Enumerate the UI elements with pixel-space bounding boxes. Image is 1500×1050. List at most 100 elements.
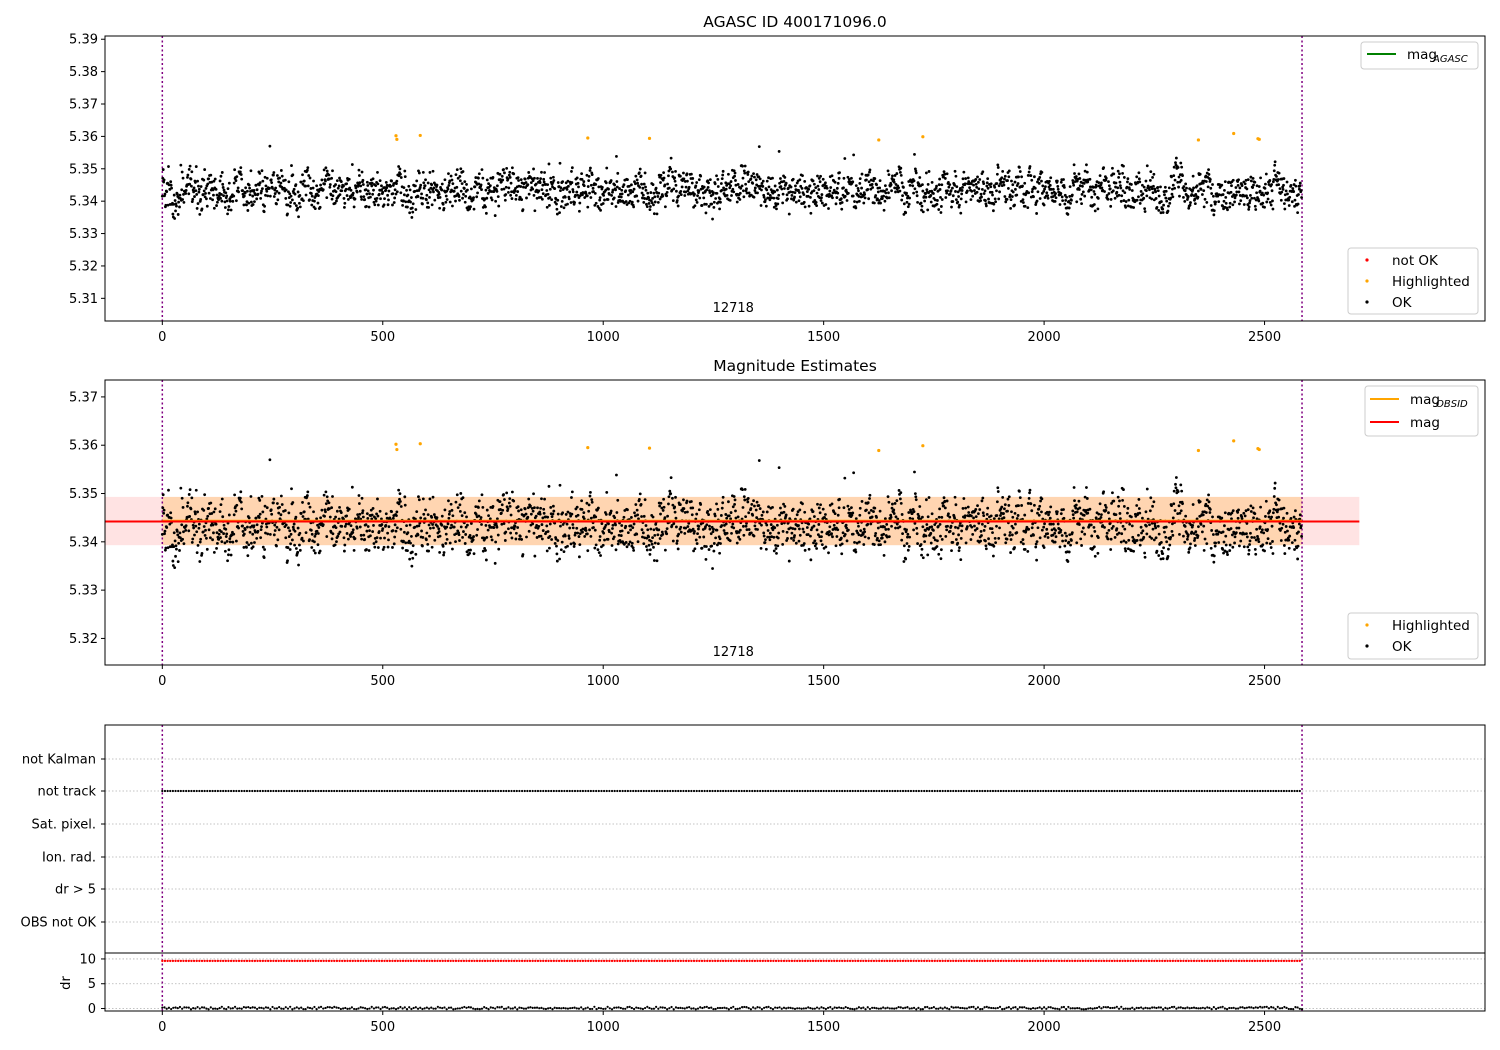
ok-point <box>904 557 908 561</box>
ok-point <box>924 534 928 538</box>
ok-point <box>1049 176 1053 180</box>
ok-point <box>247 201 251 205</box>
ok-point <box>958 203 961 207</box>
ok-point <box>1204 180 1208 183</box>
ok-point <box>220 171 224 174</box>
ok-point <box>637 171 641 175</box>
ok-point <box>237 526 240 530</box>
ok-point <box>777 150 781 153</box>
x-tick-label: 0 <box>158 330 166 345</box>
ok-point <box>242 546 246 549</box>
ok-point <box>421 202 424 206</box>
ok-point <box>809 534 812 538</box>
ok-point <box>834 202 838 206</box>
ok-point <box>417 498 421 502</box>
ok-point <box>685 172 689 176</box>
ok-point <box>752 172 755 175</box>
ok-point <box>755 173 759 176</box>
ok-point <box>762 531 766 535</box>
ok-point <box>491 505 495 508</box>
ok-point <box>983 525 987 528</box>
ok-point <box>781 542 785 546</box>
ok-point <box>538 510 542 514</box>
ok-point <box>284 523 288 527</box>
ok-point <box>933 523 937 527</box>
ok-point <box>287 535 291 538</box>
ok-point <box>1185 186 1188 190</box>
ok-point <box>575 526 579 530</box>
ok-point <box>943 172 947 176</box>
ok-point <box>493 214 497 217</box>
ok-point <box>796 510 800 514</box>
ok-point <box>1213 202 1217 206</box>
ok-point <box>211 538 214 542</box>
ok-point <box>1191 188 1195 192</box>
ok-point <box>534 514 538 518</box>
ok-point <box>398 492 402 496</box>
ok-point <box>432 513 436 516</box>
highlighted-point <box>1196 138 1201 142</box>
ok-point <box>771 176 774 180</box>
ok-point <box>812 541 815 545</box>
ok-point <box>516 190 520 193</box>
ok-point <box>837 506 841 510</box>
ok-point <box>1157 532 1161 536</box>
ok-point <box>417 171 421 175</box>
ok-point <box>1074 175 1078 178</box>
ok-point <box>687 185 691 189</box>
agasc-axes-frame <box>104 35 1486 322</box>
ok-point <box>1036 511 1039 515</box>
ok-point <box>606 198 610 201</box>
ok-point <box>293 543 296 547</box>
ok-point <box>781 529 785 533</box>
ok-point <box>385 516 389 520</box>
ok-point <box>820 201 824 205</box>
ok-point <box>1155 549 1159 553</box>
ok-point <box>652 528 656 532</box>
ok-point <box>469 187 473 191</box>
ok-point <box>1277 171 1281 175</box>
ok-point <box>1150 537 1154 540</box>
ok-point <box>706 186 710 189</box>
ok-point <box>774 204 778 208</box>
ok-point <box>733 503 736 506</box>
ok-point <box>294 183 298 187</box>
ok-point <box>808 517 812 521</box>
ok-point <box>906 532 910 536</box>
ok-point <box>947 185 951 189</box>
ok-point <box>219 196 222 200</box>
ok-point <box>179 486 183 490</box>
ok-point <box>628 199 632 203</box>
ok-point <box>996 486 1000 490</box>
ok-point <box>207 528 211 532</box>
ok-point <box>546 515 550 519</box>
ok-point <box>393 523 397 527</box>
ok-point <box>561 180 565 184</box>
ok-point <box>575 176 579 180</box>
ok-point <box>1167 186 1171 190</box>
ok-point <box>575 505 579 509</box>
ok-point <box>902 544 906 548</box>
ok-point <box>989 182 993 186</box>
ok-point <box>538 181 542 185</box>
ok-point <box>286 212 289 216</box>
ok-point <box>978 508 982 511</box>
ok-point <box>948 529 952 533</box>
ok-point <box>1090 195 1094 199</box>
ok-point <box>403 495 407 499</box>
ok-point <box>933 198 937 202</box>
ok-point <box>1121 498 1124 502</box>
ok-point <box>581 193 584 197</box>
ok-point <box>935 202 939 206</box>
ok-point <box>589 490 592 494</box>
ok-point <box>501 508 505 512</box>
ok-point <box>924 529 927 533</box>
ok-point <box>292 187 296 191</box>
ok-point <box>633 511 636 515</box>
ok-point <box>721 173 725 177</box>
ok-point <box>386 193 390 197</box>
ok-point <box>971 194 975 198</box>
ok-point <box>365 548 368 551</box>
ok-point <box>611 527 614 530</box>
ok-point <box>1159 185 1162 189</box>
